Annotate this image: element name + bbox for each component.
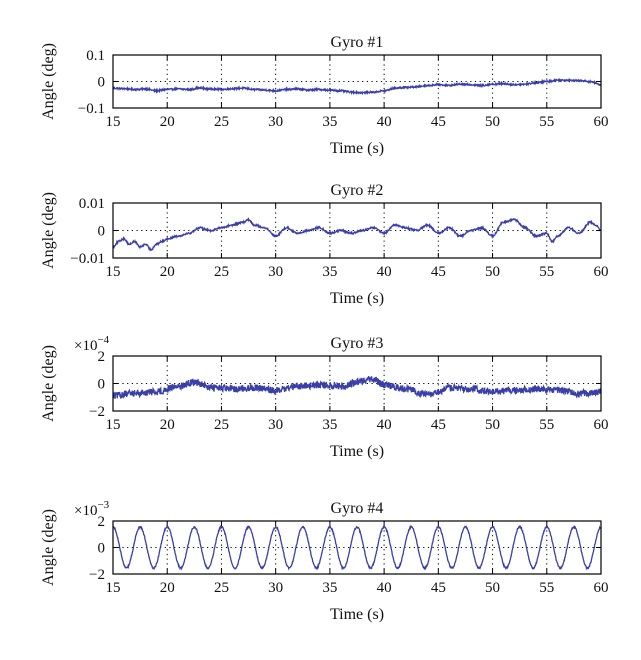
x-tick-label: 20 xyxy=(160,417,175,433)
x-tick-label: 40 xyxy=(377,580,392,596)
y-tick-label: 2 xyxy=(98,349,106,365)
x-tick-label: 15 xyxy=(106,264,121,280)
x-tick-label: 45 xyxy=(431,264,446,280)
y-tick-label: 2 xyxy=(98,514,106,530)
axis-multiplier: ×10−4 xyxy=(74,334,110,354)
grid-lines xyxy=(113,521,601,574)
x-tick-label: 40 xyxy=(377,417,392,433)
x-tick-label: 60 xyxy=(594,580,609,596)
x-tick-label: 25 xyxy=(214,417,229,433)
x-tick-label: 60 xyxy=(594,114,609,130)
y-tick-label: 0 xyxy=(98,377,106,393)
x-axis-label: Time (s) xyxy=(330,443,384,460)
x-tick-label: 25 xyxy=(214,114,229,130)
x-tick-label: 20 xyxy=(160,264,175,280)
x-tick-label: 35 xyxy=(322,417,337,433)
grid-lines xyxy=(113,203,601,258)
x-tick-label: 20 xyxy=(160,114,175,130)
x-tick-label: 55 xyxy=(539,417,554,433)
x-axis-label: Time (s) xyxy=(330,140,384,157)
x-tick-label: 15 xyxy=(106,417,121,433)
x-tick-label: 30 xyxy=(268,417,283,433)
multiplier-base: ×10 xyxy=(74,503,97,519)
series-line xyxy=(112,524,602,571)
multiplier-exponent: −3 xyxy=(97,499,109,511)
x-tick-label: 55 xyxy=(539,114,554,130)
y-axis-label: Angle (deg) xyxy=(40,43,57,120)
x-tick-label: 35 xyxy=(322,264,337,280)
x-tick-label: 30 xyxy=(268,580,283,596)
x-tick-label: 50 xyxy=(485,264,500,280)
y-axis-label: Angle (deg) xyxy=(40,192,57,269)
series-line xyxy=(112,77,602,96)
x-tick-label: 40 xyxy=(377,264,392,280)
x-tick-label: 45 xyxy=(431,114,446,130)
y-tick-label: 0 xyxy=(98,541,106,557)
chart-title: Gyro #4 xyxy=(331,500,384,517)
x-axis-label: Time (s) xyxy=(330,290,384,307)
x-axis-label: Time (s) xyxy=(330,606,384,623)
panel-gyro-2: Gyro #2 15 20 25 30 35 40 45 50 55 60 0.01 0 −0.01 Tim… xyxy=(40,182,609,307)
panel-gyro-1: Gyro #1 15 20 25 30 35 40 45 50 55 60 0.1 0 −0.1 Time … xyxy=(40,34,609,157)
x-tick-label: 30 xyxy=(268,264,283,280)
x-tick-label: 20 xyxy=(160,580,175,596)
x-tick-label: 15 xyxy=(106,114,121,130)
x-tick-label: 45 xyxy=(431,580,446,596)
y-tick-label: 0.1 xyxy=(86,48,105,64)
y-tick-label: −0.1 xyxy=(78,101,105,117)
y-tick-label: −0.01 xyxy=(70,251,105,267)
y-axis-label: Angle (deg) xyxy=(40,509,57,586)
chart-title: Gyro #3 xyxy=(331,335,384,352)
x-tick-label: 25 xyxy=(214,264,229,280)
x-tick-label: 25 xyxy=(214,580,229,596)
x-tick-label: 60 xyxy=(594,417,609,433)
chart-title: Gyro #1 xyxy=(331,34,384,51)
x-tick-label: 55 xyxy=(539,580,554,596)
x-tick-label: 50 xyxy=(485,417,500,433)
x-tick-label: 40 xyxy=(377,114,392,130)
y-tick-label: −2 xyxy=(89,567,105,583)
x-tick-label: 45 xyxy=(431,417,446,433)
y-tick-label: 0 xyxy=(98,224,106,240)
y-tick-label: 0.01 xyxy=(79,196,105,212)
series-line xyxy=(112,217,602,252)
y-tick-label: −2 xyxy=(89,404,105,420)
y-axis-label: Angle (deg) xyxy=(40,345,57,422)
x-tick-label: 55 xyxy=(539,264,554,280)
x-tick-label: 60 xyxy=(594,264,609,280)
multiplier-base: ×10 xyxy=(74,338,97,354)
y-tick-label: 0 xyxy=(98,75,106,91)
x-tick-label: 30 xyxy=(268,114,283,130)
x-tick-label: 35 xyxy=(322,114,337,130)
axis-multiplier: ×10−3 xyxy=(74,499,110,519)
chart-title: Gyro #2 xyxy=(331,182,384,199)
x-tick-label: 50 xyxy=(485,114,500,130)
multiplier-exponent: −4 xyxy=(97,334,109,346)
grid-lines xyxy=(113,55,601,108)
x-tick-label: 15 xyxy=(106,580,121,596)
x-tick-label: 50 xyxy=(485,580,500,596)
x-tick-label: 35 xyxy=(322,580,337,596)
series-line xyxy=(112,375,602,400)
